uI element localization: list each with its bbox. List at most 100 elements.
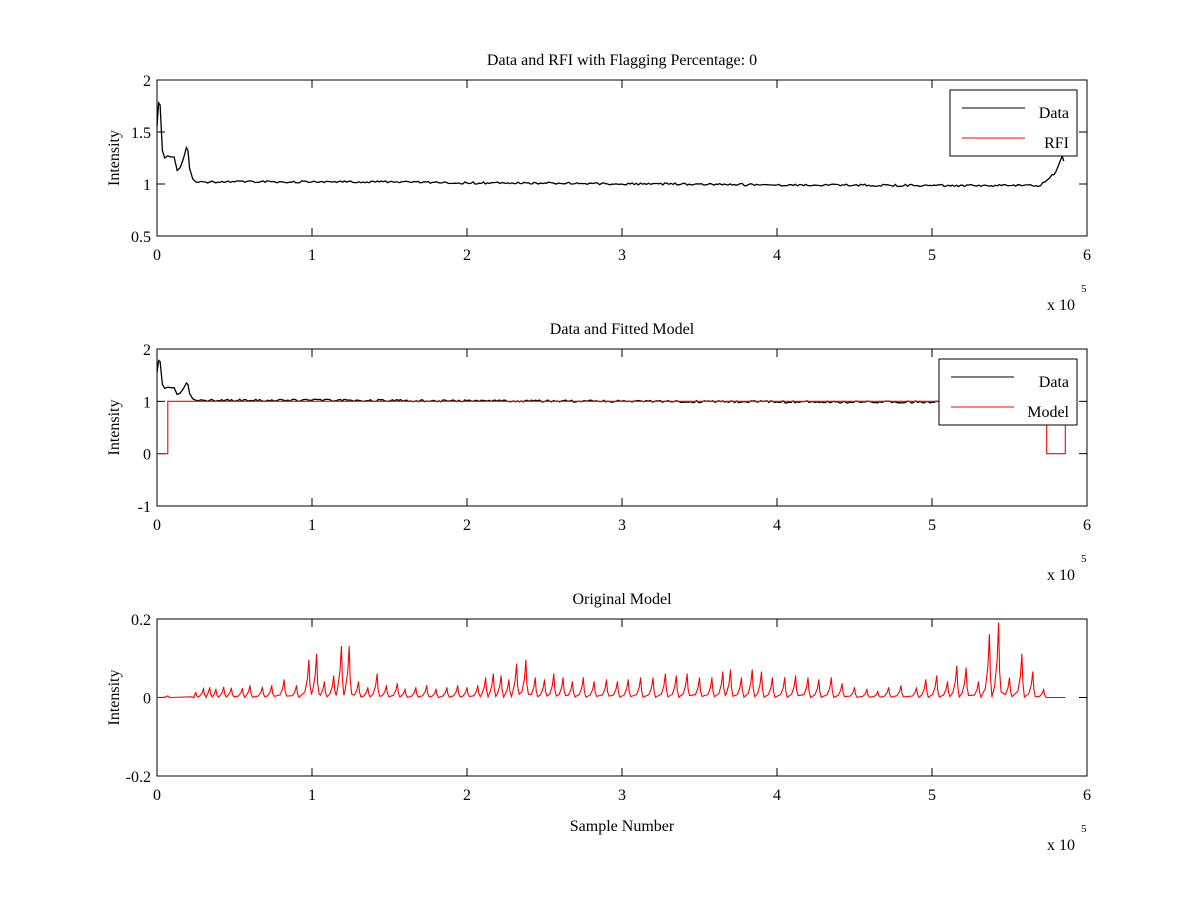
series-line-data (157, 101, 1065, 188)
peak-point (925, 679, 927, 681)
panel-1: Data and RFI with Flagging Percentage: 0… (106, 52, 1091, 314)
peak-point (853, 687, 856, 689)
peak-point (202, 688, 205, 690)
x-tick-label: 1 (308, 517, 316, 534)
legend-entry: Data (1039, 374, 1069, 391)
y-tick-label: 0 (143, 447, 151, 464)
peak-point (722, 671, 724, 673)
axes-frame (156, 348, 1088, 507)
x-exponent: 5 (1081, 823, 1087, 835)
peak-point (223, 686, 225, 688)
peak-point (426, 685, 428, 687)
peak-point (830, 677, 832, 679)
peak-point (818, 679, 820, 681)
x-tick-label: 2 (463, 517, 471, 534)
peak-point (711, 677, 713, 679)
x-multiplier: x 10 (1047, 567, 1075, 584)
peak-point (988, 634, 990, 636)
peak-point (492, 673, 494, 675)
peak-point (283, 679, 285, 681)
peak-point (936, 675, 938, 677)
y-tick-label: 0.5 (131, 229, 151, 246)
legend-entry: Model (1027, 404, 1069, 421)
peak-point (230, 687, 232, 689)
x-tick-label: 0 (153, 247, 161, 264)
peak-point (751, 669, 753, 671)
peak-point (446, 687, 448, 689)
peak-point (582, 677, 584, 679)
peak-point (627, 679, 629, 681)
peak-point (477, 685, 479, 687)
series-line-original-model (157, 622, 1066, 700)
peak-point (760, 671, 763, 673)
peak-point (167, 695, 169, 697)
peak-point (534, 677, 536, 679)
x-tick-label: 4 (773, 517, 781, 534)
chart-title: Data and RFI with Flagging Percentage: 0 (487, 52, 757, 69)
y-tick-label: 2 (143, 73, 151, 90)
x-tick-label: 3 (618, 787, 626, 804)
peak-point (915, 687, 918, 689)
peak-point (553, 673, 555, 675)
x-tick-label: 1 (308, 787, 316, 804)
peak-point (729, 669, 732, 671)
peak-point (357, 681, 360, 683)
peak-point (877, 691, 879, 693)
x-tick-label: 2 (463, 247, 471, 264)
peak-point (571, 681, 574, 683)
peak-point (605, 679, 608, 681)
x-tick-label: 4 (773, 787, 781, 804)
peak-point (795, 675, 797, 677)
peak-point (956, 665, 958, 667)
peak-point (866, 689, 868, 691)
peak-point (543, 679, 546, 681)
peak-point (807, 677, 809, 679)
legend-box (949, 89, 1078, 157)
peak-point (1032, 671, 1034, 673)
peak-point (998, 622, 1000, 624)
x-tick-label: 2 (463, 787, 471, 804)
peak-point (784, 677, 786, 679)
peak-point (888, 687, 890, 689)
x-tick-label: 0 (153, 787, 161, 804)
plot-area (157, 622, 1066, 700)
peak-point (508, 679, 510, 681)
peak-point (367, 687, 369, 689)
peak-point (241, 687, 243, 690)
x-exponent: 5 (1081, 553, 1087, 565)
x-tick-label: 6 (1083, 247, 1091, 264)
peak-point (1008, 677, 1011, 679)
x-tick-label: 5 (928, 247, 936, 264)
y-tick-label: 1 (143, 394, 151, 411)
legend-entry: Data (1039, 105, 1069, 122)
y-tick-label: 2 (143, 342, 151, 359)
peak-point (323, 681, 325, 683)
peak-point (946, 681, 949, 683)
peak-point (616, 681, 618, 683)
legend-entry: RFI (1044, 135, 1069, 152)
peak-point (333, 675, 335, 677)
peak-point (686, 673, 688, 675)
peak-point (640, 677, 642, 679)
x-tick-label: 6 (1083, 517, 1091, 534)
peak-point (261, 686, 263, 688)
peak-point (664, 673, 667, 675)
y-axis-label: Intensity (106, 400, 123, 456)
y-tick-label: 1 (143, 177, 151, 194)
y-tick-label: -1 (138, 499, 151, 516)
y-tick-label: 1.5 (131, 125, 151, 142)
peak-point (841, 683, 843, 685)
axes-frame (156, 79, 1088, 237)
peak-point (740, 677, 742, 679)
chart-title: Data and Fitted Model (550, 321, 695, 338)
peak-point (562, 677, 564, 679)
axes-frame (156, 618, 1088, 777)
peak-point (675, 675, 677, 677)
peak-point (1021, 653, 1023, 655)
x-exponent: 5 (1081, 283, 1087, 295)
peak-point (435, 689, 437, 691)
plots: Data and RFI with Flagging Percentage: 0… (106, 52, 1091, 854)
peak-point (977, 681, 980, 683)
